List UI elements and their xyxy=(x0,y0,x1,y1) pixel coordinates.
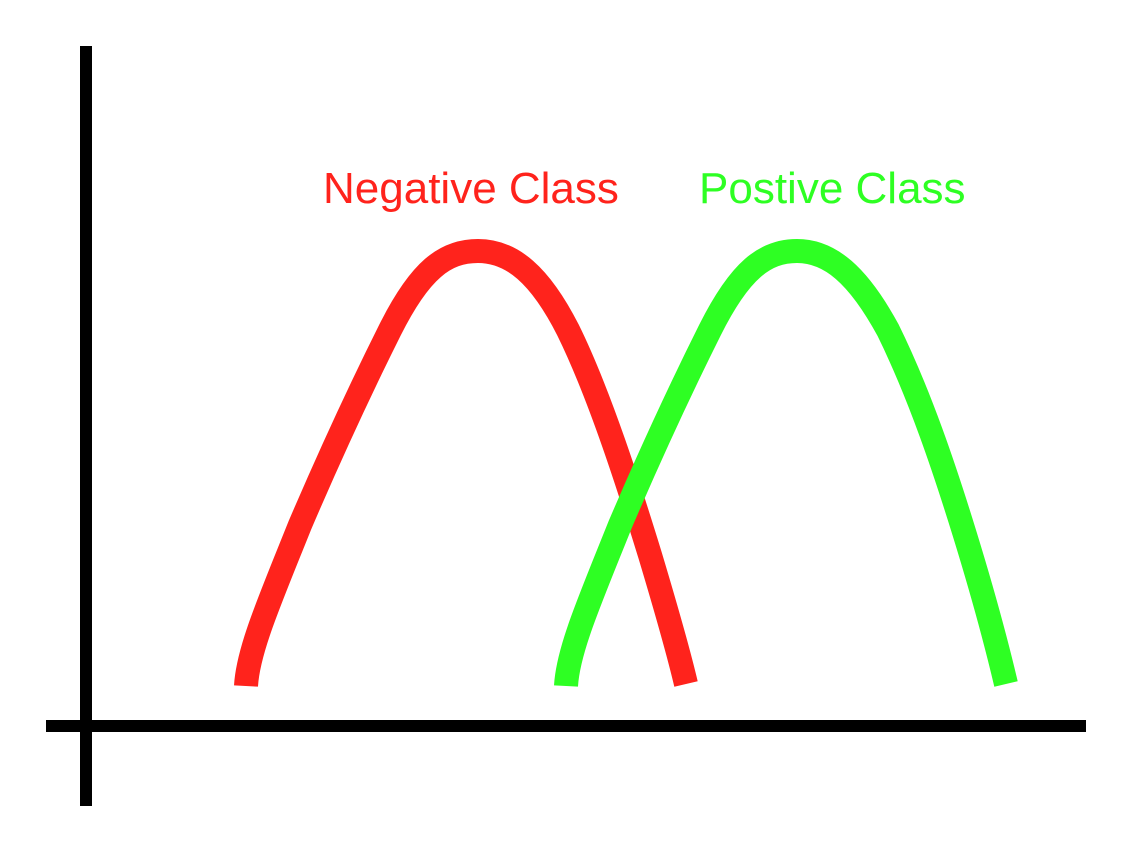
negative-class-curve xyxy=(234,238,698,687)
negative-class-label: Negative Class xyxy=(323,164,619,213)
positive-class-curve xyxy=(554,238,1018,687)
positive-class-label: Postive Class xyxy=(699,164,966,213)
